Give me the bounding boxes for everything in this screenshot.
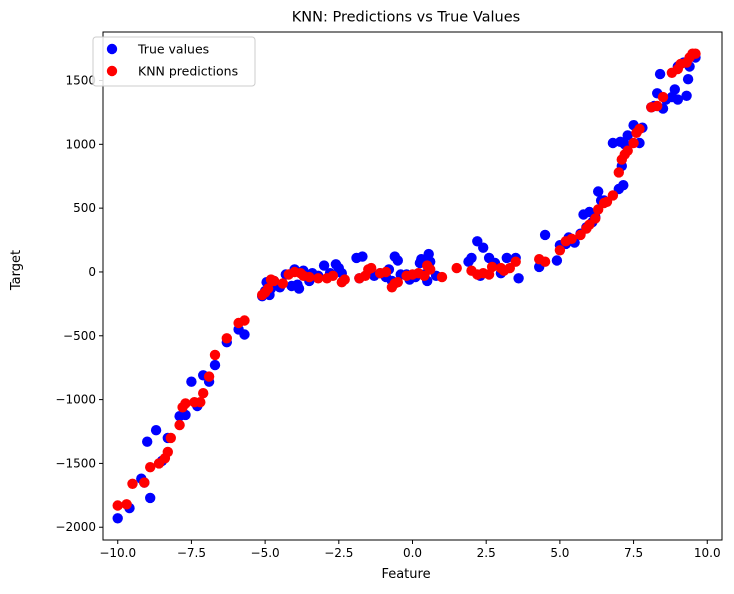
point-knn-prediction-30 <box>304 271 315 283</box>
point-knn-prediction-7 <box>162 446 173 458</box>
point-true-value-107 <box>672 94 683 105</box>
point-knn-prediction-70 <box>590 213 601 224</box>
point-true-value-70 <box>501 252 512 264</box>
legend-label-true-values: True values <box>137 42 209 57</box>
point-knn-prediction-41 <box>380 266 392 278</box>
x-tick-label: 0.0 <box>403 546 422 560</box>
point-knn-prediction-83 <box>652 100 663 112</box>
point-knn-prediction-91 <box>690 48 701 59</box>
chart-title: KNN: Predictions vs True Values <box>292 10 520 26</box>
point-knn-prediction-78 <box>622 145 633 156</box>
point-knn-prediction-0 <box>112 500 123 511</box>
point-knn-prediction-44 <box>392 277 403 288</box>
x-axis-label: Feature <box>381 567 430 582</box>
y-tick-label: 1500 <box>65 74 96 88</box>
point-true-value-106 <box>669 84 680 95</box>
point-knn-prediction-63 <box>539 256 551 267</box>
point-knn-prediction-24 <box>268 275 280 287</box>
point-knn-prediction-11 <box>180 398 191 409</box>
point-knn-prediction-17 <box>221 333 232 344</box>
point-knn-prediction-57 <box>486 261 498 273</box>
point-knn-prediction-75 <box>613 167 624 178</box>
point-knn-prediction-35 <box>339 274 350 285</box>
point-knn-prediction-81 <box>634 123 645 135</box>
y-tick-label: −1500 <box>55 456 96 470</box>
point-true-value-0 <box>112 513 123 524</box>
point-knn-prediction-13 <box>195 397 206 408</box>
legend-marker-true-values <box>106 43 118 55</box>
point-true-value-35 <box>318 260 330 271</box>
point-knn-prediction-1 <box>121 499 132 510</box>
data-marks <box>112 48 701 524</box>
point-knn-prediction-66 <box>566 233 577 244</box>
x-tick-label: 7.5 <box>624 546 643 560</box>
x-tick-label: −10.0 <box>99 546 136 560</box>
point-true-value-50 <box>392 255 403 266</box>
point-knn-prediction-8 <box>165 432 176 444</box>
x-tick-label: −7.5 <box>177 546 206 560</box>
x-tick-label: −5.0 <box>251 546 280 560</box>
point-knn-prediction-52 <box>451 262 462 274</box>
x-tick-label: 2.5 <box>477 546 496 560</box>
point-true-value-110 <box>681 90 692 102</box>
point-true-value-30 <box>293 283 305 294</box>
point-true-value-75 <box>551 255 563 266</box>
point-knn-prediction-31 <box>313 273 324 284</box>
point-knn-prediction-19 <box>239 315 250 326</box>
point-true-value-95 <box>622 130 633 141</box>
y-tick-label: −1000 <box>55 393 96 407</box>
point-true-value-15 <box>209 359 221 371</box>
y-axis-label: Target <box>9 250 24 291</box>
y-axis: −2000 −1500 −1000 −500 0 500 1000 1500 <box>55 74 103 534</box>
y-tick-label: −500 <box>63 329 96 343</box>
point-knn-prediction-84 <box>657 91 669 103</box>
point-knn-prediction-74 <box>607 190 619 201</box>
y-tick-label: 0 <box>88 265 96 279</box>
point-knn-prediction-50 <box>425 264 436 275</box>
point-true-value-63 <box>466 252 477 264</box>
point-knn-prediction-15 <box>203 371 215 382</box>
x-tick-label: 5.0 <box>550 546 569 560</box>
x-tick-label: −2.5 <box>324 546 353 560</box>
point-knn-prediction-39 <box>366 262 377 274</box>
point-true-value-72 <box>513 273 524 284</box>
point-knn-prediction-2 <box>127 478 138 489</box>
point-true-value-86 <box>593 186 604 197</box>
y-tick-label: −2000 <box>55 520 96 534</box>
point-knn-prediction-25 <box>277 278 288 289</box>
x-axis: −10.0 −7.5 −5.0 −2.5 0.0 2.5 5.0 7.5 10.0 <box>99 540 721 560</box>
point-true-value-5 <box>145 492 156 504</box>
point-knn-prediction-3 <box>139 477 150 488</box>
point-knn-prediction-33 <box>327 270 339 281</box>
x-tick-label: 10.0 <box>694 546 721 560</box>
point-true-value-74 <box>539 229 551 241</box>
point-true-value-18 <box>239 329 250 340</box>
point-knn-prediction-9 <box>174 419 185 431</box>
point-knn-prediction-14 <box>198 388 209 399</box>
legend: True values KNN predictions <box>92 36 256 87</box>
point-true-value-42 <box>357 251 368 262</box>
y-tick-label: 1000 <box>65 137 96 151</box>
legend-box <box>92 36 256 87</box>
point-knn-prediction-22 <box>262 283 274 294</box>
point-knn-prediction-4 <box>145 462 156 473</box>
point-true-value-11 <box>186 376 197 387</box>
point-knn-prediction-79 <box>628 137 639 149</box>
point-true-value-6 <box>150 425 162 436</box>
point-true-value-66 <box>478 242 489 253</box>
legend-marker-knn-predictions <box>106 65 118 77</box>
y-tick-label: 500 <box>73 201 96 215</box>
legend-label-knn-predictions: KNN predictions <box>138 64 238 79</box>
point-knn-prediction-64 <box>554 245 566 256</box>
point-knn-prediction-51 <box>436 271 448 283</box>
point-true-value-4 <box>142 436 153 447</box>
point-true-value-93 <box>618 180 629 191</box>
point-knn-prediction-16 <box>209 349 221 361</box>
point-knn-prediction-61 <box>510 256 521 267</box>
point-true-value-111 <box>682 74 694 85</box>
point-true-value-102 <box>654 68 666 80</box>
